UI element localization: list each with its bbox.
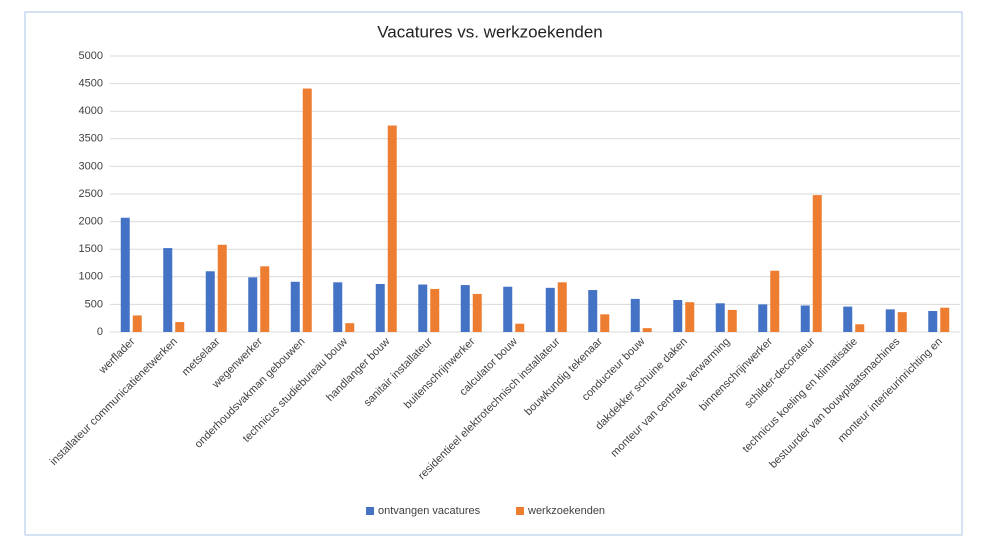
bar	[758, 304, 768, 332]
legend-label: ontvangen vacatures	[378, 505, 481, 517]
bar	[430, 288, 440, 332]
bar	[642, 328, 652, 332]
bar	[630, 298, 640, 332]
bar	[557, 282, 567, 332]
bar	[248, 277, 258, 332]
chart-title: Vacatures vs. werkzoekenden	[377, 22, 603, 41]
bar	[345, 323, 355, 332]
y-tick-label: 5000	[79, 50, 103, 62]
bar	[770, 270, 780, 332]
bar	[290, 281, 300, 332]
bar	[812, 195, 822, 332]
bar	[387, 125, 397, 332]
bar	[515, 323, 525, 332]
legend-label: werkzoekenden	[527, 505, 605, 517]
bar	[545, 287, 555, 332]
bar	[843, 306, 853, 332]
legend-swatch	[516, 507, 524, 515]
bar	[302, 88, 312, 333]
bar	[685, 302, 695, 332]
y-tick-label: 3500	[79, 133, 103, 145]
bar	[928, 311, 938, 332]
bar	[333, 282, 343, 332]
y-tick-label: 1000	[79, 271, 103, 283]
bar	[897, 312, 907, 332]
bar	[727, 309, 737, 332]
bar	[885, 309, 895, 332]
y-tick-label: 4000	[79, 105, 103, 117]
y-tick-label: 500	[85, 298, 103, 310]
bar	[503, 286, 513, 332]
legend-swatch	[366, 507, 374, 515]
bar	[460, 285, 470, 332]
chart-frame	[24, 11, 963, 536]
bar	[132, 315, 142, 332]
bar	[217, 244, 227, 332]
bar	[800, 305, 810, 332]
y-tick-label: 2500	[79, 188, 103, 200]
bar	[205, 271, 215, 332]
y-tick-label: 3000	[79, 160, 103, 172]
bar	[163, 248, 173, 332]
bar	[673, 299, 683, 332]
y-tick-label: 0	[97, 326, 103, 338]
bar	[472, 293, 482, 332]
y-tick-label: 2000	[79, 216, 103, 228]
bar	[600, 314, 610, 332]
y-tick-label: 4500	[79, 78, 103, 90]
bar	[175, 322, 185, 332]
bar	[418, 284, 428, 332]
bar	[120, 217, 130, 332]
bar	[855, 324, 865, 332]
bar	[260, 266, 270, 332]
bar	[588, 290, 598, 332]
bar	[715, 303, 725, 332]
y-tick-label: 1500	[79, 243, 103, 255]
bar	[940, 307, 950, 332]
bar	[375, 283, 385, 332]
